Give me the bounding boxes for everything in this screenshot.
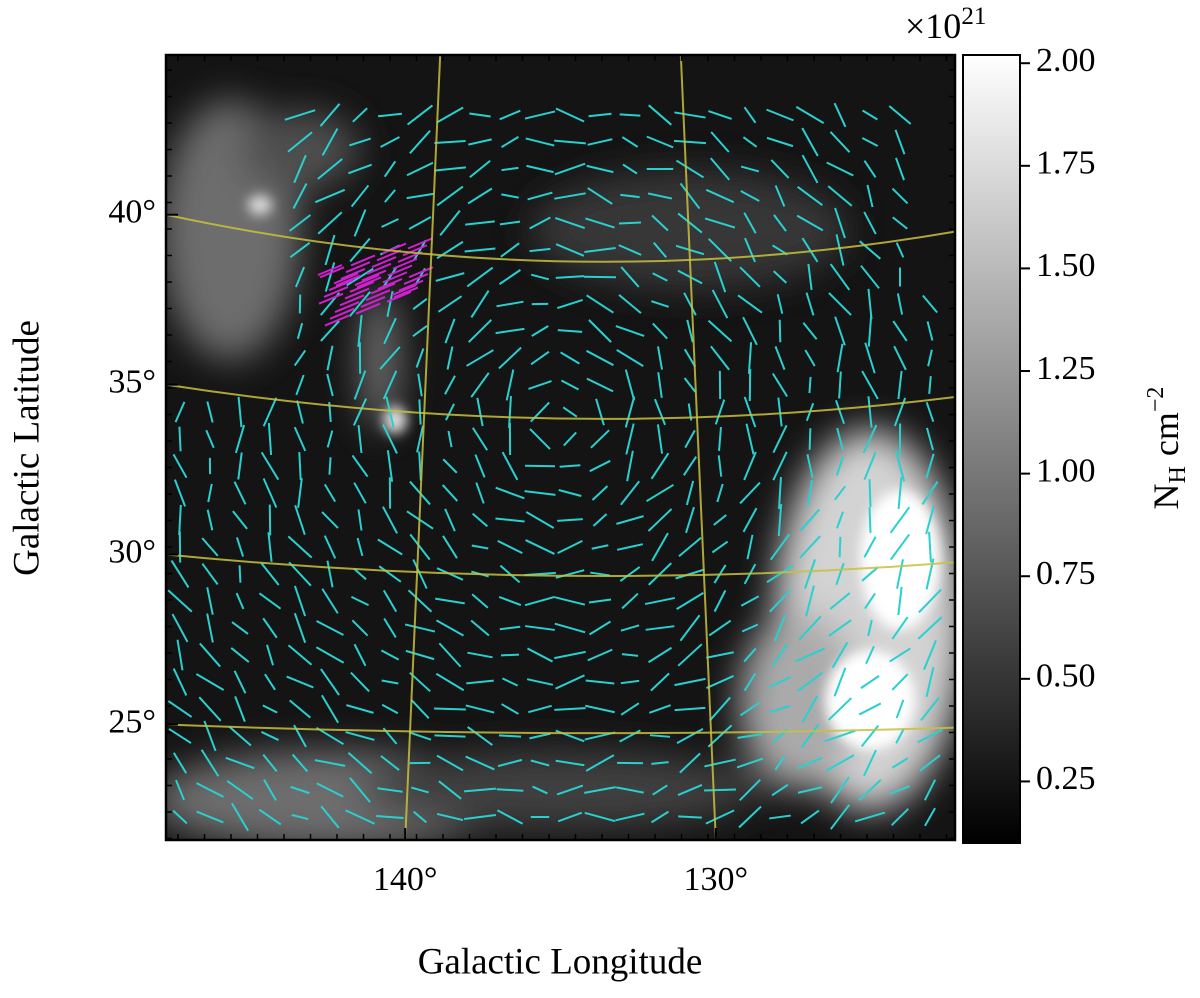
- vector: [179, 427, 180, 452]
- x-tick-label: 140°: [373, 861, 438, 898]
- multiplier-exponent: 21: [961, 3, 986, 30]
- vector: [870, 507, 871, 533]
- colorbar-multiplier: ×1021: [905, 3, 986, 47]
- vector: [434, 708, 466, 709]
- x-axis-title: Galactic Longitude: [418, 941, 703, 982]
- vector: [840, 537, 841, 557]
- vector: [240, 565, 241, 582]
- colorbar-label: NHcm−2: [1143, 387, 1191, 510]
- colorbar-tick-label: 1.50: [1036, 247, 1096, 284]
- label-symbol: N: [1146, 483, 1186, 509]
- colorbar-tick-label: 0.50: [1036, 658, 1096, 695]
- vector: [780, 320, 781, 343]
- vector: [809, 377, 810, 393]
- colorbar-tick-label: 2.00: [1036, 42, 1096, 79]
- vector: [619, 223, 641, 224]
- colorbar-tick-label: 1.25: [1036, 350, 1096, 387]
- vector: [678, 816, 702, 817]
- colorbar: [963, 55, 1020, 843]
- label-unit: cm: [1146, 412, 1186, 456]
- y-axis-title: Galactic Latitude: [6, 320, 47, 576]
- y-tick-label: 40°: [108, 194, 156, 231]
- label-exponent: −2: [1143, 387, 1169, 413]
- y-tick-label: 35°: [108, 363, 156, 400]
- vector: [499, 735, 521, 736]
- multiplier-base: ×10: [905, 6, 961, 46]
- vector: [434, 735, 465, 736]
- y-tick-label: 25°: [108, 703, 156, 740]
- vector: [620, 114, 641, 115]
- vector: [299, 452, 300, 480]
- label-subscript: H: [1165, 466, 1191, 483]
- vector: [501, 655, 519, 656]
- x-tick-label: 130°: [684, 861, 749, 898]
- colorbar-tick-label: 1.75: [1036, 145, 1096, 182]
- vector: [870, 479, 871, 507]
- colorbar-tick-label: 0.75: [1036, 555, 1096, 592]
- y-tick-label: 30°: [108, 533, 156, 570]
- colorbar-tick-label: 0.25: [1036, 760, 1096, 797]
- vector: [704, 789, 736, 790]
- colorbar-tick-label: 1.00: [1036, 452, 1096, 489]
- vector: [329, 457, 330, 474]
- vector: [810, 428, 811, 449]
